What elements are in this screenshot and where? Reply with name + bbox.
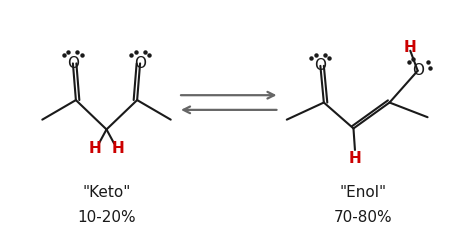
Text: O: O bbox=[67, 56, 79, 71]
Text: H: H bbox=[404, 40, 417, 55]
Text: H: H bbox=[349, 151, 361, 166]
Text: O: O bbox=[412, 63, 424, 78]
Text: "Keto": "Keto" bbox=[82, 185, 131, 201]
Text: O: O bbox=[134, 56, 146, 71]
Text: O: O bbox=[314, 58, 327, 73]
Text: 10-20%: 10-20% bbox=[77, 210, 136, 225]
Text: "Enol": "Enol" bbox=[340, 185, 387, 201]
Text: 70-80%: 70-80% bbox=[334, 210, 393, 225]
Text: H: H bbox=[111, 141, 124, 156]
Text: H: H bbox=[89, 141, 102, 156]
